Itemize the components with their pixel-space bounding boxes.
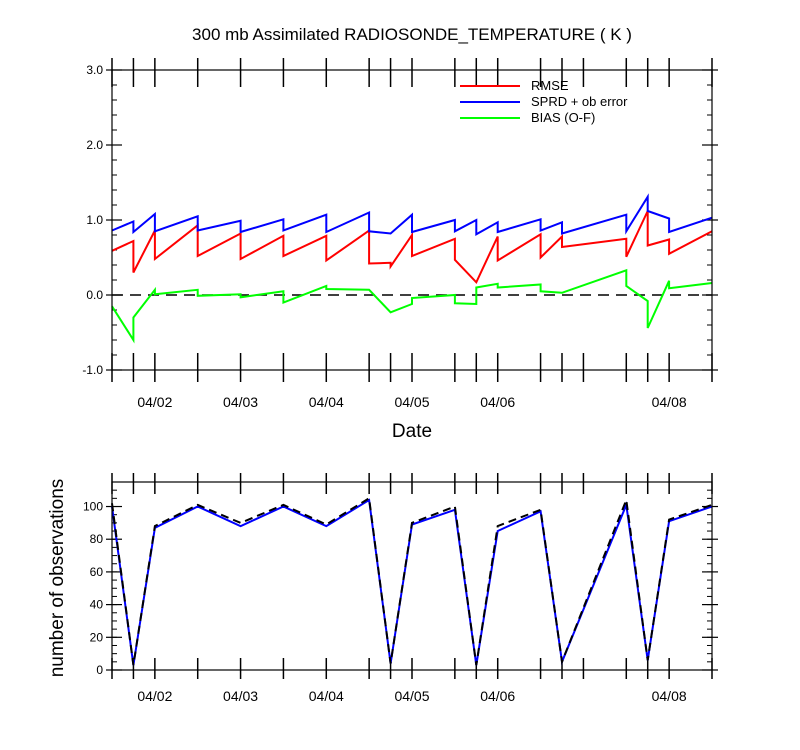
plot-frame bbox=[111, 69, 713, 371]
date-tick-label: 04/08 bbox=[652, 394, 687, 410]
y-tick-label: 2.0 bbox=[86, 138, 103, 152]
date-tick-label: 04/06 bbox=[480, 394, 515, 410]
y-tick-label: 0.0 bbox=[86, 288, 103, 302]
series-line-rmse bbox=[111, 210, 713, 285]
date-tick-label: 04/03 bbox=[223, 394, 258, 410]
observation-count-panel: 0 20 40 60 80 100 04/02 04/03 04/04 04/05 04/06 04/… bbox=[83, 473, 718, 704]
date-tick-label: 04/04 bbox=[309, 688, 344, 704]
y-axis-title-observations: number of observations bbox=[47, 479, 68, 678]
y-tick-label: 20 bbox=[90, 630, 104, 644]
y-tick-label: 3.0 bbox=[86, 63, 103, 77]
plot-frame bbox=[111, 481, 713, 671]
y-tick-label: 40 bbox=[90, 598, 104, 612]
y-tick-label: 0 bbox=[96, 663, 103, 677]
series-line-sprd-ob-error bbox=[111, 193, 713, 237]
y-tick-label: 1.0 bbox=[86, 213, 103, 227]
date-tick-label: 04/04 bbox=[309, 394, 344, 410]
y-tick-label: -1.0 bbox=[82, 363, 103, 377]
date-tick-label: 04/03 bbox=[223, 688, 258, 704]
date-tick-label: 04/05 bbox=[394, 688, 429, 704]
date-tick-label: 04/02 bbox=[137, 394, 172, 410]
chart-title: 300 mb Assimilated RADIOSONDE_TEMPERATUR… bbox=[192, 25, 632, 44]
stats-panel: -1.0 0.0 1.0 2.0 3.0 04/02 04/03 04/04 04/05 04/0… bbox=[82, 58, 718, 410]
legend-label: BIAS (O-F) bbox=[531, 110, 595, 125]
y-tick-label: 60 bbox=[90, 565, 104, 579]
x-axis-title: Date bbox=[392, 421, 432, 442]
legend-label: RMSE bbox=[531, 78, 569, 93]
date-tick-label: 04/02 bbox=[137, 688, 172, 704]
y-tick-label: 100 bbox=[83, 500, 103, 514]
date-tick-label: 04/05 bbox=[394, 394, 429, 410]
date-tick-label: 04/08 bbox=[652, 688, 687, 704]
series-line-total-observations bbox=[111, 496, 713, 666]
legend-label: SPRD + ob error bbox=[531, 94, 628, 109]
series-line-bias-o-f bbox=[111, 268, 713, 344]
date-tick-label: 04/06 bbox=[480, 688, 515, 704]
y-tick-label: 80 bbox=[90, 532, 104, 546]
